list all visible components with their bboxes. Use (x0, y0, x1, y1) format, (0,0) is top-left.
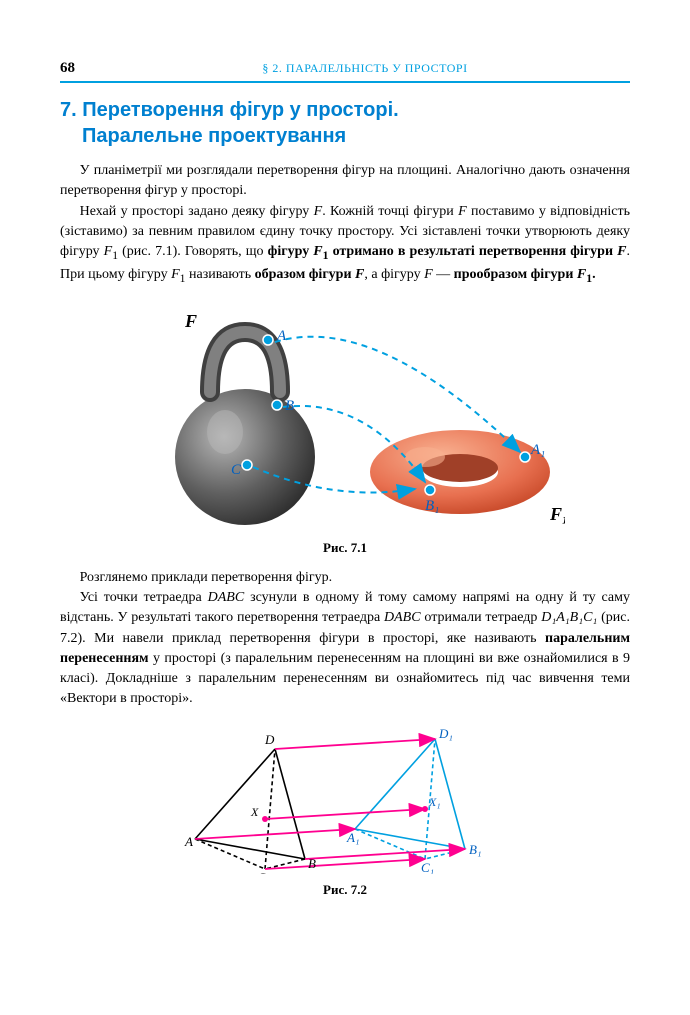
lbl-a: A (184, 834, 193, 849)
tetra-black (195, 749, 305, 869)
point-a1 (520, 452, 530, 462)
point-b (272, 400, 282, 410)
figure-7-2: A B C D X A₁ B₁ C₁ D₁ X₁ Рис. 7.2 (60, 724, 630, 898)
header-rule (60, 81, 630, 83)
label-b1: B₁ (425, 498, 439, 514)
figure-7-1-svg: F F₁ A B C A₁ B₁ (125, 302, 565, 532)
chapter-title: 7. Перетворення фігур у просторі. Парале… (60, 97, 630, 149)
lbl-b: B (308, 856, 316, 871)
label-c: C (231, 462, 242, 478)
lbl-x: X (250, 805, 259, 819)
point-c (242, 460, 252, 470)
lbl-c: C (257, 870, 266, 874)
label-a1: A₁ (530, 442, 545, 458)
translation-arrows (195, 739, 465, 869)
figure-7-2-caption: Рис. 7.2 (60, 882, 630, 898)
section-header: § 2. ПАРАЛЕЛЬНІСТЬ У ПРОСТОРІ (100, 61, 630, 76)
point-x1 (422, 806, 428, 812)
page-header: 68 § 2. ПАРАЛЕЛЬНІСТЬ У ПРОСТОРІ (60, 60, 630, 77)
title-line-2: Паралельне проектування (60, 125, 346, 147)
lbl-x1: X₁ (428, 795, 441, 809)
figure-7-1-caption: Рис. 7.1 (60, 540, 630, 556)
lbl-d1: D₁ (438, 726, 453, 741)
point-a (263, 335, 273, 345)
point-b1 (425, 485, 435, 495)
label-f1: F₁ (549, 504, 565, 524)
body-text-2: Розглянемо приклади перетворення фігур. … (60, 568, 630, 710)
lbl-b1: B₁ (469, 842, 481, 857)
paragraph-4: Усі точки тетраедра DABC зсунули в одном… (60, 588, 630, 710)
page-number: 68 (60, 60, 100, 77)
body-text-1: У планіметрії ми розглядали перетворення… (60, 161, 630, 288)
label-f: F (184, 311, 197, 331)
label-a: A (276, 328, 287, 344)
kettlebell-shape (175, 332, 315, 525)
lbl-c1: C₁ (421, 860, 434, 874)
lbl-a1: A₁ (346, 830, 359, 845)
tetra-blue (355, 739, 465, 859)
figure-7-2-svg: A B C D X A₁ B₁ C₁ D₁ X₁ (165, 724, 525, 874)
page: 68 § 2. ПАРАЛЕЛЬНІСТЬ У ПРОСТОРІ 7. Пере… (0, 0, 690, 1015)
torus-shape (370, 430, 550, 514)
paragraph-1: У планіметрії ми розглядали перетворення… (60, 161, 630, 202)
paragraph-2: Нехай у просторі задано деяку фігуру F. … (60, 202, 630, 288)
figure-7-1: F F₁ A B C A₁ B₁ Рис. 7.1 (60, 302, 630, 556)
label-b: B (285, 398, 294, 414)
lbl-d: D (264, 732, 275, 747)
title-line-1: 7. Перетворення фігур у просторі. (60, 99, 399, 121)
paragraph-3: Розглянемо приклади перетворення фігур. (60, 568, 630, 588)
point-x (262, 816, 268, 822)
